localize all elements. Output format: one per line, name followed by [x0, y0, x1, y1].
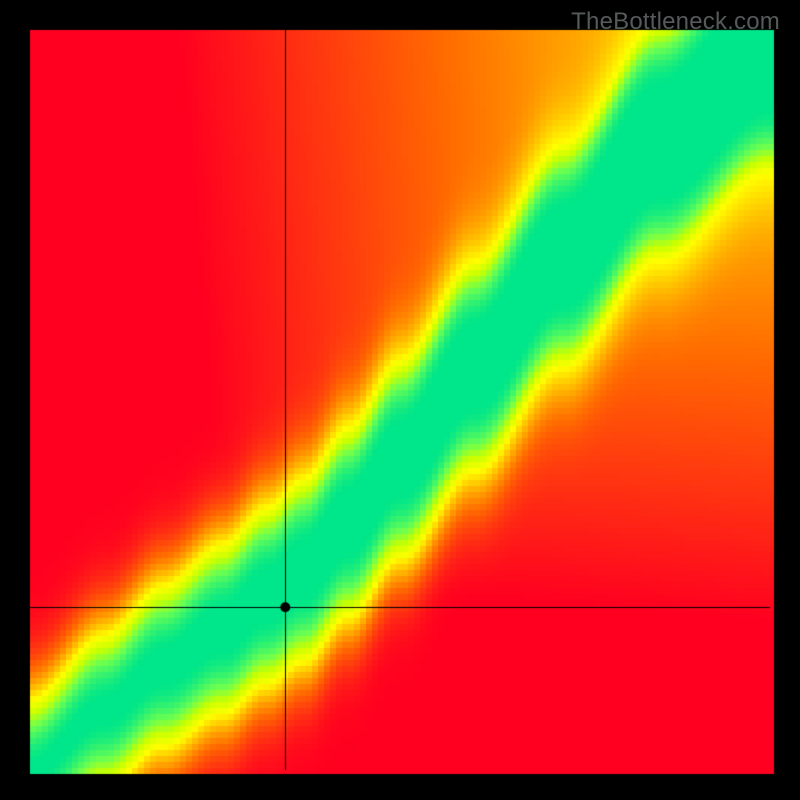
watermark-text: TheBottleneck.com — [571, 8, 780, 36]
bottleneck-heatmap-stage: TheBottleneck.com — [0, 0, 800, 800]
heatmap-canvas — [0, 0, 800, 800]
